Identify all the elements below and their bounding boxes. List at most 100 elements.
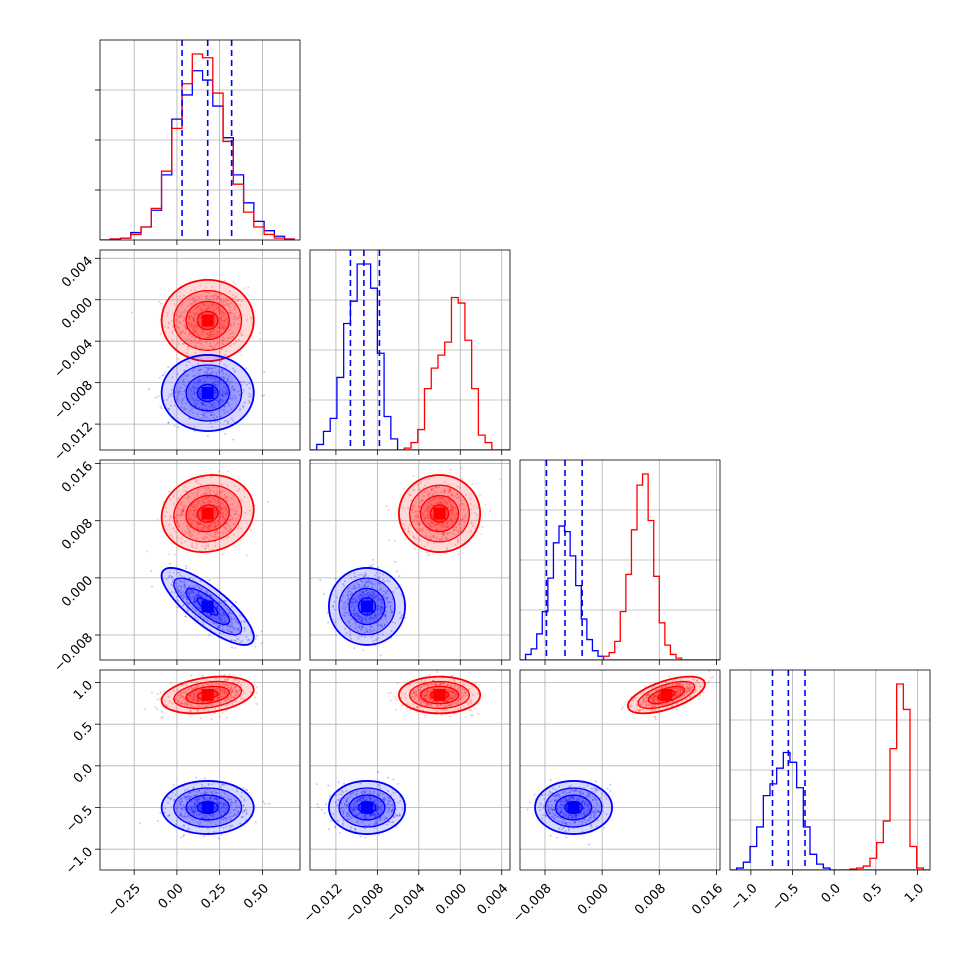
sample-point xyxy=(415,520,418,523)
sample-point xyxy=(222,326,225,329)
sample-point xyxy=(191,534,194,537)
sample-point xyxy=(227,697,230,700)
sample-point xyxy=(209,684,212,687)
sample-point xyxy=(174,581,177,584)
sample-point xyxy=(215,682,218,685)
sample-point xyxy=(432,534,435,537)
sample-point xyxy=(230,691,233,694)
sample-point xyxy=(167,576,170,579)
sample-point xyxy=(181,702,184,705)
sample-point xyxy=(214,689,217,692)
sample-point xyxy=(428,507,431,510)
sample-point xyxy=(416,695,419,698)
sample-point xyxy=(353,805,356,808)
sample-point xyxy=(218,801,221,804)
gridlines xyxy=(100,670,300,870)
sample-point xyxy=(205,501,208,504)
sample-point xyxy=(464,493,467,496)
sample-point xyxy=(230,324,233,327)
sample-point xyxy=(410,516,413,519)
sample-point xyxy=(365,573,368,576)
sample-point xyxy=(381,626,384,629)
sample-point xyxy=(236,790,239,793)
sample-point xyxy=(444,499,447,502)
sample-point xyxy=(202,674,205,677)
sample-point xyxy=(423,517,426,520)
sample-point xyxy=(220,348,223,351)
sample-point xyxy=(365,618,368,621)
sample-point xyxy=(235,806,238,809)
sample-point xyxy=(230,685,233,688)
sample-point xyxy=(225,508,228,511)
sample-point xyxy=(416,515,419,518)
sample-point xyxy=(374,615,377,618)
sample-point xyxy=(212,328,215,331)
sample-point xyxy=(196,685,199,688)
sample-point xyxy=(240,697,243,700)
sample-point xyxy=(183,369,186,372)
sample-point xyxy=(177,524,180,527)
sample-point xyxy=(381,601,384,604)
sample-point xyxy=(185,798,188,801)
sample-point xyxy=(175,823,178,826)
sample-point xyxy=(173,424,176,427)
sample-point xyxy=(150,691,153,694)
sample-point xyxy=(199,339,202,342)
sample-point xyxy=(219,814,222,817)
sample-point xyxy=(192,810,195,813)
sample-point xyxy=(450,506,453,509)
sample-point xyxy=(177,694,180,697)
sample-point xyxy=(183,532,186,535)
sample-point xyxy=(371,585,374,588)
sample-point xyxy=(212,813,215,816)
sample-point xyxy=(171,339,174,342)
sample-point xyxy=(429,530,432,533)
sample-point xyxy=(357,594,360,597)
sample-point xyxy=(240,527,243,530)
sample-point xyxy=(180,595,183,598)
sample-point xyxy=(225,698,228,701)
sample-point xyxy=(409,494,412,497)
sample-point xyxy=(342,584,345,587)
sample-point xyxy=(234,647,237,650)
sample-point xyxy=(229,344,232,347)
sample-point xyxy=(426,685,429,688)
sample-point xyxy=(225,380,228,383)
sample-point xyxy=(415,517,418,520)
sample-point xyxy=(213,707,216,710)
sample-point xyxy=(195,616,198,619)
sample-point xyxy=(214,535,217,538)
sample-point xyxy=(188,337,191,340)
sample-point xyxy=(207,527,210,530)
sample-point xyxy=(440,525,443,528)
sample-point xyxy=(189,388,192,391)
sample-point xyxy=(217,837,220,840)
sample-point xyxy=(192,808,195,811)
sample-point xyxy=(214,807,217,810)
sample-point xyxy=(194,699,197,702)
sample-point xyxy=(231,690,234,693)
sample-point xyxy=(431,689,434,692)
sample-point xyxy=(352,604,355,607)
sample-point xyxy=(205,332,208,335)
sample-point xyxy=(234,283,237,286)
sample-point xyxy=(458,697,461,700)
sample-point xyxy=(237,298,240,301)
sample-point xyxy=(182,319,185,322)
sample-point xyxy=(226,677,229,680)
sample-point xyxy=(193,801,196,804)
sample-point xyxy=(175,586,178,589)
sample-point xyxy=(178,295,181,298)
sample-point xyxy=(193,810,196,813)
sample-point xyxy=(193,288,196,291)
sample-point xyxy=(222,621,225,624)
sample-point xyxy=(192,318,195,321)
sample-point xyxy=(218,615,221,618)
sample-point xyxy=(169,533,172,536)
sample-point xyxy=(221,712,224,715)
sample-point xyxy=(439,502,442,505)
sample-point xyxy=(221,805,224,808)
scatter-panel-2-0 xyxy=(95,459,301,665)
sample-point xyxy=(181,380,184,383)
sample-point xyxy=(245,788,248,791)
